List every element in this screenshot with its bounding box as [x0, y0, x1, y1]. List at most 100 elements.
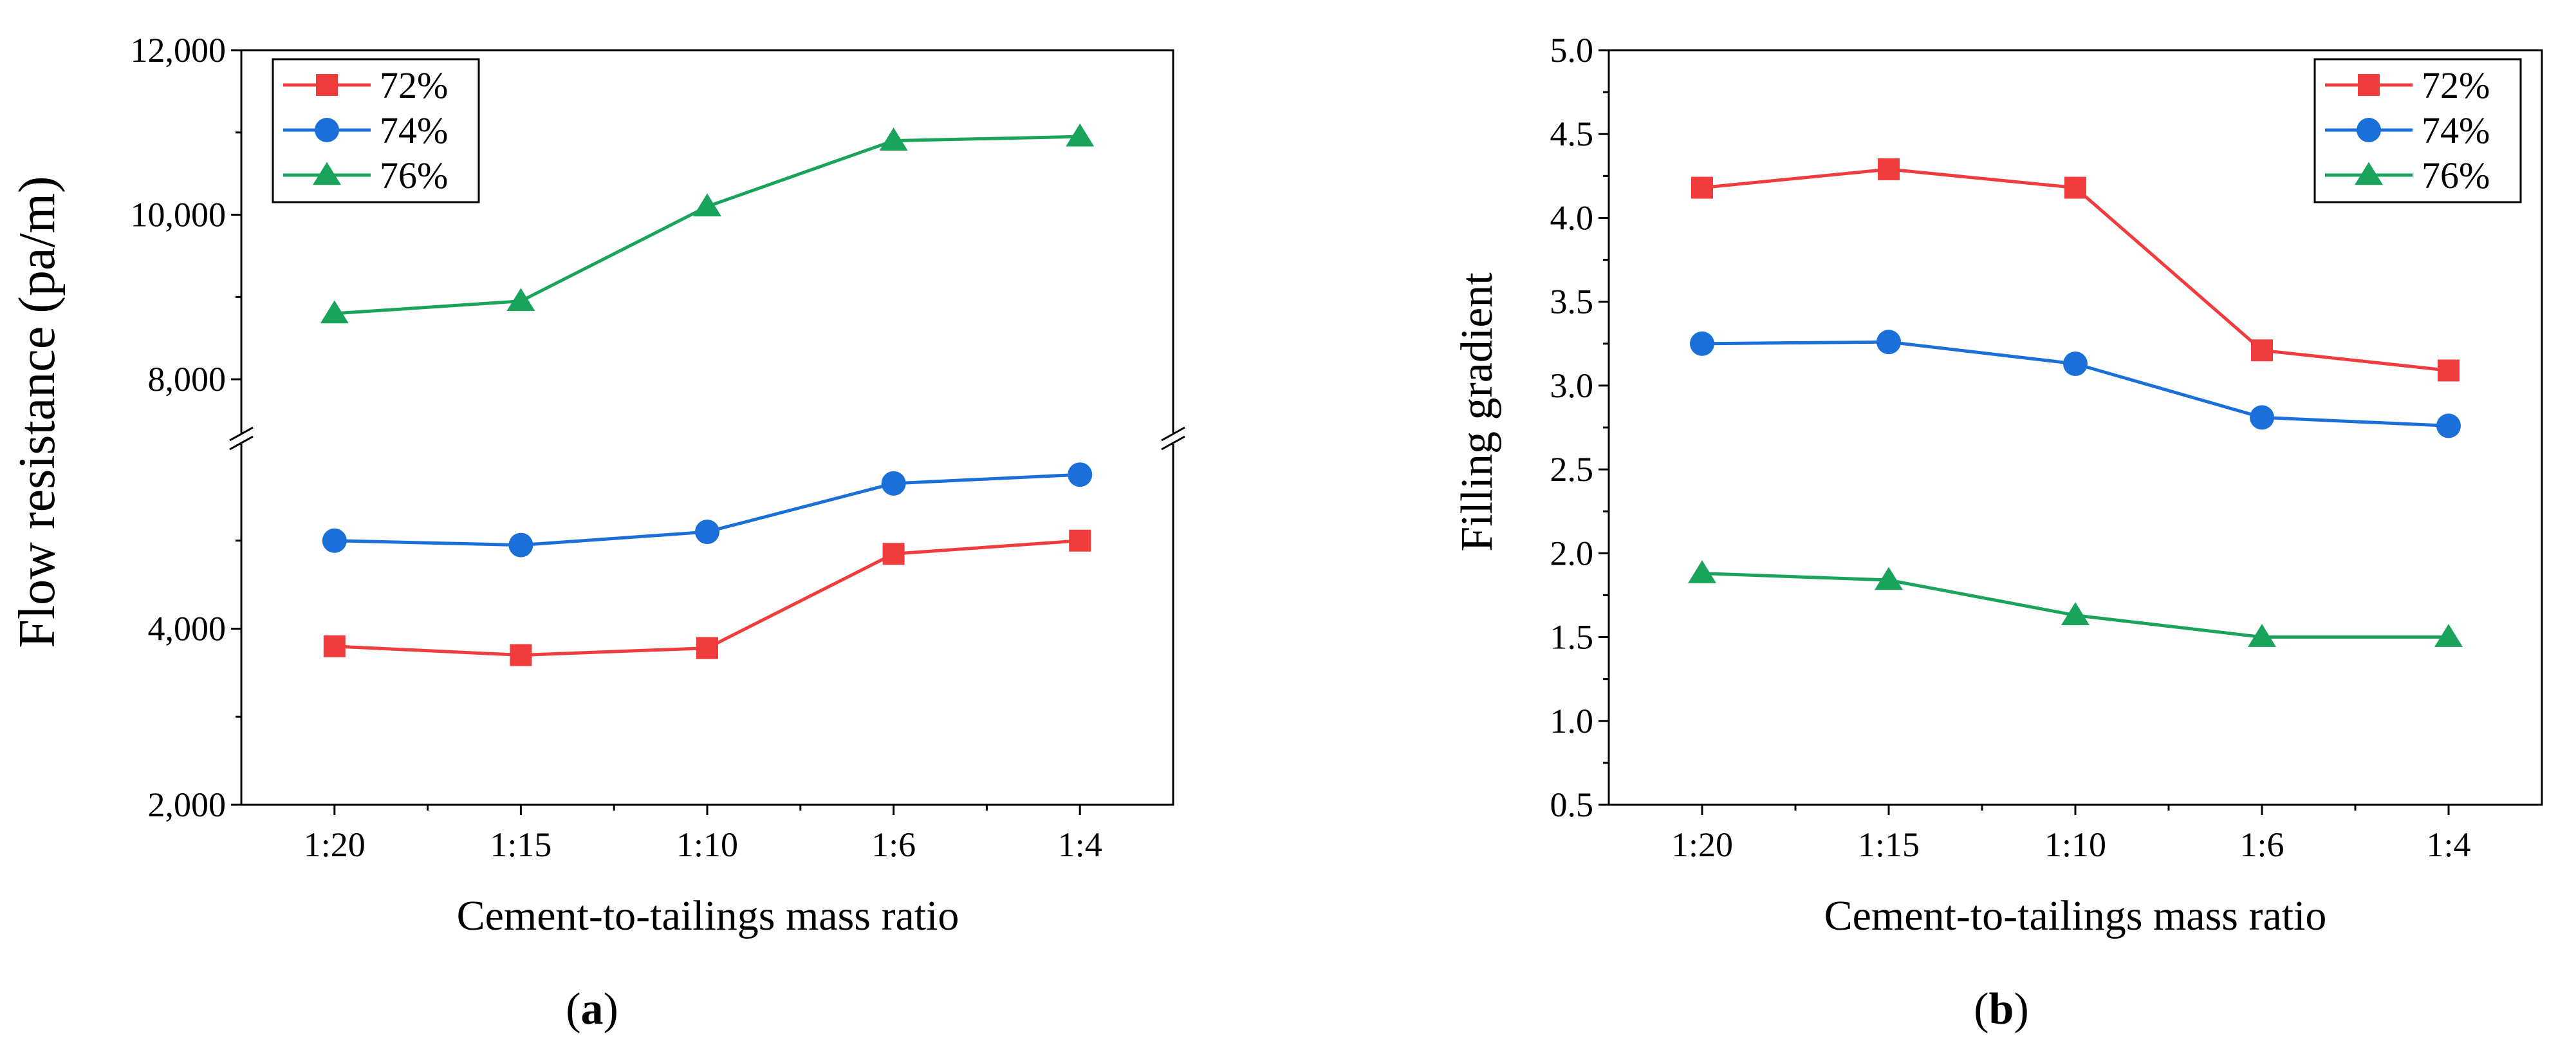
y-tick-a-0: 2,000: [148, 785, 241, 824]
y-tick-b-0: 0.5: [1550, 785, 1609, 824]
legend-label: 72%: [380, 64, 448, 106]
y-tick-label: 4,000: [148, 610, 227, 648]
legend-a: 72%74%76%: [272, 58, 480, 203]
axes-frame-a: 2,000 4,000 8,000 10,000 12,000 1:20 1:15 1:10 1…: [131, 31, 1185, 864]
y-tick-label: 5.0: [1550, 31, 1594, 70]
data-point-72%-1:10: [696, 637, 718, 659]
y-tick-label: 3.0: [1550, 366, 1594, 405]
legend-item-74%: 74%: [283, 109, 448, 151]
x-tick-a-1: 1:15: [490, 805, 551, 864]
legend-item-72%: 72%: [283, 64, 448, 106]
y-tick-a-1: 4,000: [148, 610, 241, 648]
data-point-76%-1:6: [879, 127, 908, 151]
x-tick-b-1: 1:15: [1858, 805, 1920, 864]
data-point-74%-1:6: [881, 471, 906, 496]
y-tick-label: 1.5: [1550, 618, 1594, 657]
data-point-74%-1:15: [508, 532, 533, 558]
x-tick-b-0: 1:20: [1671, 805, 1733, 864]
data-point-72%-1:15: [510, 644, 532, 666]
data-point-72%-1:4: [2438, 359, 2460, 382]
x-tick-a-3: 1:6: [871, 805, 916, 864]
data-point-74%-1:6: [2250, 405, 2274, 430]
y-axis-label-b: Filling gradient: [1452, 272, 1502, 552]
legend-label: 76%: [380, 155, 448, 196]
legend-label: 72%: [2422, 64, 2490, 106]
data-point-76%-1:4: [2434, 624, 2463, 647]
y-tick-b-9: 5.0: [1550, 31, 1609, 70]
x-tick-a-2: 1:10: [676, 805, 738, 864]
panel-caption-b: (b): [1974, 984, 2029, 1034]
data-point-72%-1:6: [2251, 339, 2273, 362]
legend-item-76%: 76%: [283, 155, 448, 196]
y-tick-a-3: 10,000: [131, 196, 241, 234]
x-tick-label: 1:4: [2426, 825, 2470, 864]
x-tick-label: 1:6: [2239, 825, 2284, 864]
y-tick-label: 2,000: [148, 785, 227, 824]
data-point-74%-1:4: [2436, 413, 2461, 438]
data-point-76%-1:15: [506, 288, 535, 312]
x-tick-label: 1:20: [304, 825, 366, 864]
axis-frame-lower-a: [240, 444, 1174, 806]
y-tick-b-5: 3.0: [1550, 366, 1609, 405]
data-point-72%-1:20: [323, 635, 346, 657]
y-tick-b-6: 3.5: [1550, 283, 1609, 321]
legend-marker-72%: [316, 74, 338, 96]
data-point-74%-1:20: [322, 528, 347, 553]
x-tick-a-0: 1:20: [304, 805, 366, 864]
data-point-72%-1:15: [1878, 158, 1900, 180]
x-tick-b-3: 1:6: [2239, 805, 2284, 864]
x-tick-label: 1:10: [2044, 825, 2106, 864]
data-point-72%-1:4: [1069, 529, 1091, 552]
y-tick-b-2: 1.5: [1550, 618, 1609, 657]
x-axis-label-b: Cement-to-tailings mass ratio: [1824, 892, 2327, 939]
legend-b: 72%74%76%: [2313, 58, 2522, 203]
y-tick-label: 2.0: [1550, 534, 1594, 572]
chart-panel-a: 2,000 4,000 8,000 10,000 12,000 1:20 1:15 1:10 1…: [9, 31, 1185, 1034]
y-axis-label-a: Flow resistance (pa/m): [9, 176, 66, 648]
data-point-76%-1:4: [1066, 123, 1095, 147]
data-point-74%-1:15: [1876, 330, 1901, 355]
legend-label: 74%: [380, 109, 448, 151]
y-tick-b-7: 4.0: [1550, 198, 1609, 237]
y-tick-label: 10,000: [131, 196, 227, 234]
data-point-76%-1:20: [320, 300, 349, 324]
legend-marker-76%: [312, 162, 342, 185]
x-tick-label: 1:15: [1858, 825, 1920, 864]
data-point-74%-1:10: [2063, 352, 2088, 377]
data-point-76%-1:6: [2247, 624, 2277, 647]
y-tick-b-8: 4.5: [1550, 115, 1609, 153]
x-axis-label-a: Cement-to-tailings mass ratio: [457, 892, 959, 939]
y-tick-label: 1.0: [1550, 702, 1594, 740]
legend-item-72%: 72%: [2325, 64, 2490, 106]
axis-break-mark-left: [229, 426, 254, 451]
y-tick-b-3: 2.0: [1550, 534, 1609, 572]
data-point-74%-1:4: [1068, 462, 1093, 487]
y-tick-b-4: 2.5: [1550, 450, 1609, 489]
legend-item-74%: 74%: [2325, 109, 2490, 151]
x-tick-label: 1:15: [490, 825, 551, 864]
panel-caption-a: (a): [566, 984, 618, 1034]
y-tick-label: 12,000: [131, 31, 227, 70]
legend-item-76%: 76%: [2325, 155, 2490, 196]
x-tick-label: 1:20: [1671, 825, 1733, 864]
y-tick-a-2: 8,000: [148, 360, 241, 399]
x-tick-b-4: 1:4: [2426, 805, 2471, 864]
data-point-74%-1:20: [1690, 331, 1714, 356]
y-tick-label: 0.5: [1550, 785, 1594, 824]
y-tick-a-4: 12,000: [131, 31, 241, 70]
data-point-72%-1:20: [1691, 176, 1713, 199]
y-tick-label: 4.0: [1550, 198, 1594, 237]
data-point-72%-1:6: [882, 543, 905, 565]
y-tick-label: 2.5: [1550, 450, 1594, 489]
legend-label: 76%: [2422, 155, 2490, 196]
legend-marker-74%: [2357, 118, 2381, 142]
y-tick-label: 3.5: [1550, 283, 1594, 321]
x-tick-label: 1:4: [1058, 825, 1102, 864]
x-tick-a-4: 1:4: [1058, 805, 1102, 864]
data-point-76%-1:15: [1874, 567, 1904, 590]
legend-label: 74%: [2422, 109, 2490, 151]
legend-marker-74%: [315, 118, 339, 142]
data-point-76%-1:10: [692, 193, 722, 217]
chart-panel-b: 0.5 1.0 1.5 2.0 2.5 3.0 3.5 4.0 4.5 5.0 1:20 1:15 1:…: [1452, 31, 2543, 1034]
